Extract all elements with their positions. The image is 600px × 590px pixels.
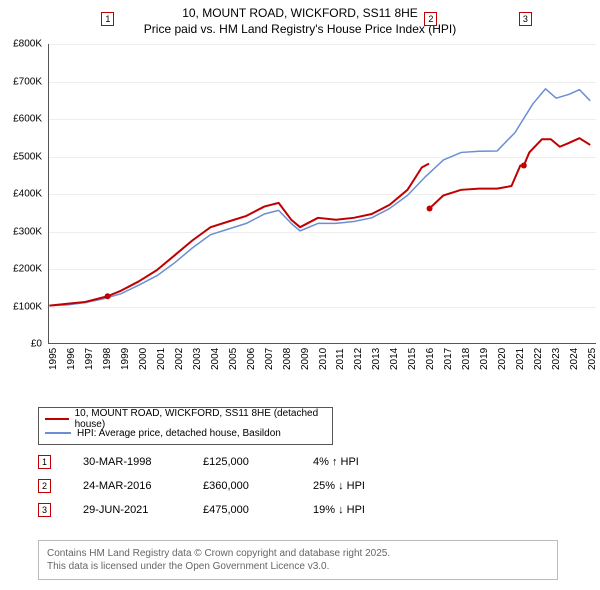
x-tick-label: 2022 — [533, 348, 544, 370]
txn-delta: 19% ↓ HPI — [313, 504, 423, 516]
x-tick-label: 2012 — [353, 348, 364, 370]
x-tick-label: 2007 — [264, 348, 275, 370]
x-tick-label: 2002 — [174, 348, 185, 370]
plot-area: 123 — [48, 44, 596, 344]
table-row: 1 30-MAR-1998 £125,000 4% ↑ HPI — [38, 450, 498, 474]
table-row: 2 24-MAR-2016 £360,000 25% ↓ HPI — [38, 474, 498, 498]
y-tick-label: £600K — [13, 114, 42, 125]
legend-swatch — [45, 418, 69, 420]
x-tick-label: 2023 — [551, 348, 562, 370]
transactions-table: 1 30-MAR-1998 £125,000 4% ↑ HPI 2 24-MAR… — [38, 450, 498, 522]
y-tick-label: £400K — [13, 189, 42, 200]
y-tick-label: £700K — [13, 76, 42, 87]
x-tick-label: 2017 — [443, 348, 454, 370]
x-tick-label: 2006 — [246, 348, 257, 370]
txn-price: £475,000 — [203, 504, 313, 516]
x-tick-label: 2025 — [587, 348, 598, 370]
txn-date: 24-MAR-2016 — [83, 480, 203, 492]
txn-delta: 25% ↓ HPI — [313, 480, 423, 492]
x-tick-label: 2000 — [138, 348, 149, 370]
txn-price: £360,000 — [203, 480, 313, 492]
x-tick-label: 2019 — [479, 348, 490, 370]
x-tick-label: 2010 — [318, 348, 329, 370]
sale-marker-icon: 1 — [101, 12, 114, 26]
x-tick-label: 1995 — [48, 348, 59, 370]
txn-price: £125,000 — [203, 456, 313, 468]
txn-date: 29-JUN-2021 — [83, 504, 203, 516]
x-tick-label: 2024 — [569, 348, 580, 370]
x-tick-label: 1998 — [102, 348, 113, 370]
txn-marker-icon: 1 — [38, 455, 51, 469]
y-tick-label: £300K — [13, 226, 42, 237]
x-tick-label: 2015 — [407, 348, 418, 370]
x-tick-label: 2008 — [282, 348, 293, 370]
x-tick-label: 1997 — [84, 348, 95, 370]
x-tick-label: 2016 — [425, 348, 436, 370]
x-tick-label: 2014 — [389, 348, 400, 370]
x-tick-label: 2003 — [192, 348, 203, 370]
title-line2: Price paid vs. HM Land Registry's House … — [0, 22, 600, 38]
y-tick-label: £100K — [13, 301, 42, 312]
y-tick-label: £200K — [13, 264, 42, 275]
legend-row: 10, MOUNT ROAD, WICKFORD, SS11 8HE (deta… — [45, 412, 326, 426]
x-tick-label: 2020 — [497, 348, 508, 370]
x-tick-label: 2018 — [461, 348, 472, 370]
txn-marker-icon: 3 — [38, 503, 51, 517]
price-chart: £0£100K£200K£300K£400K£500K£600K£700K£80… — [36, 44, 596, 364]
footer-line: Contains HM Land Registry data © Crown c… — [47, 547, 549, 560]
x-tick-label: 2001 — [156, 348, 167, 370]
txn-delta: 4% ↑ HPI — [313, 456, 423, 468]
txn-marker-icon: 2 — [38, 479, 51, 493]
y-tick-label: £0 — [31, 339, 42, 350]
x-tick-label: 2011 — [335, 348, 346, 370]
x-tick-label: 2009 — [300, 348, 311, 370]
x-tick-label: 2005 — [228, 348, 239, 370]
y-tick-label: £800K — [13, 39, 42, 50]
sale-marker-icon: 3 — [519, 12, 532, 26]
sale-marker-icon: 2 — [424, 12, 437, 26]
x-tick-label: 2004 — [210, 348, 221, 370]
legend: 10, MOUNT ROAD, WICKFORD, SS11 8HE (deta… — [38, 407, 333, 445]
x-tick-label: 2021 — [515, 348, 526, 370]
chart-lines — [49, 44, 596, 343]
legend-swatch — [45, 432, 71, 434]
x-tick-label: 1999 — [120, 348, 131, 370]
legend-label: HPI: Average price, detached house, Basi… — [77, 428, 281, 439]
footer-line: This data is licensed under the Open Gov… — [47, 560, 549, 573]
table-row: 3 29-JUN-2021 £475,000 19% ↓ HPI — [38, 498, 498, 522]
x-tick-label: 2013 — [371, 348, 382, 370]
x-tick-label: 1996 — [66, 348, 77, 370]
attribution-footer: Contains HM Land Registry data © Crown c… — [38, 540, 558, 580]
title-line1: 10, MOUNT ROAD, WICKFORD, SS11 8HE — [0, 6, 600, 22]
txn-date: 30-MAR-1998 — [83, 456, 203, 468]
y-tick-label: £500K — [13, 151, 42, 162]
